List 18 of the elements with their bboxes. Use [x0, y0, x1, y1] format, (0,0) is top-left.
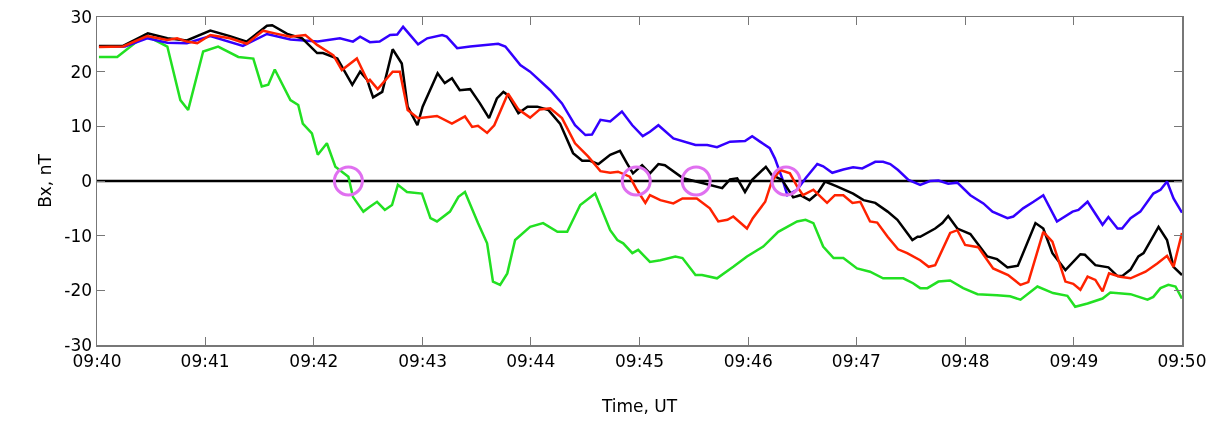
x-tick-label: 09:41 [180, 350, 230, 371]
y-tick-label: 0 [81, 170, 93, 191]
x-tick-label: 09:43 [398, 350, 448, 371]
x-tick-label: 09:46 [723, 350, 773, 371]
x-tick-label: 09:48 [940, 350, 990, 371]
y-axis-title: Bx, nT [35, 153, 56, 208]
y-tick-label: 10 [70, 116, 93, 137]
x-tick-label: 09:47 [831, 350, 881, 371]
x-tick-label: 09:45 [615, 350, 664, 371]
y-tick-label: -10 [64, 225, 93, 246]
x-tick-label: 09:42 [289, 350, 339, 371]
x-tick-label: 09:50 [1157, 350, 1207, 371]
y-tick-label: 30 [70, 6, 93, 27]
x-axis-title: Time, UT [600, 396, 678, 417]
y-tick-label: -20 [64, 280, 93, 301]
x-tick-label: 09:49 [1049, 350, 1099, 371]
y-tick-label: 20 [70, 61, 93, 82]
x-tick-label: 09:44 [506, 350, 556, 371]
